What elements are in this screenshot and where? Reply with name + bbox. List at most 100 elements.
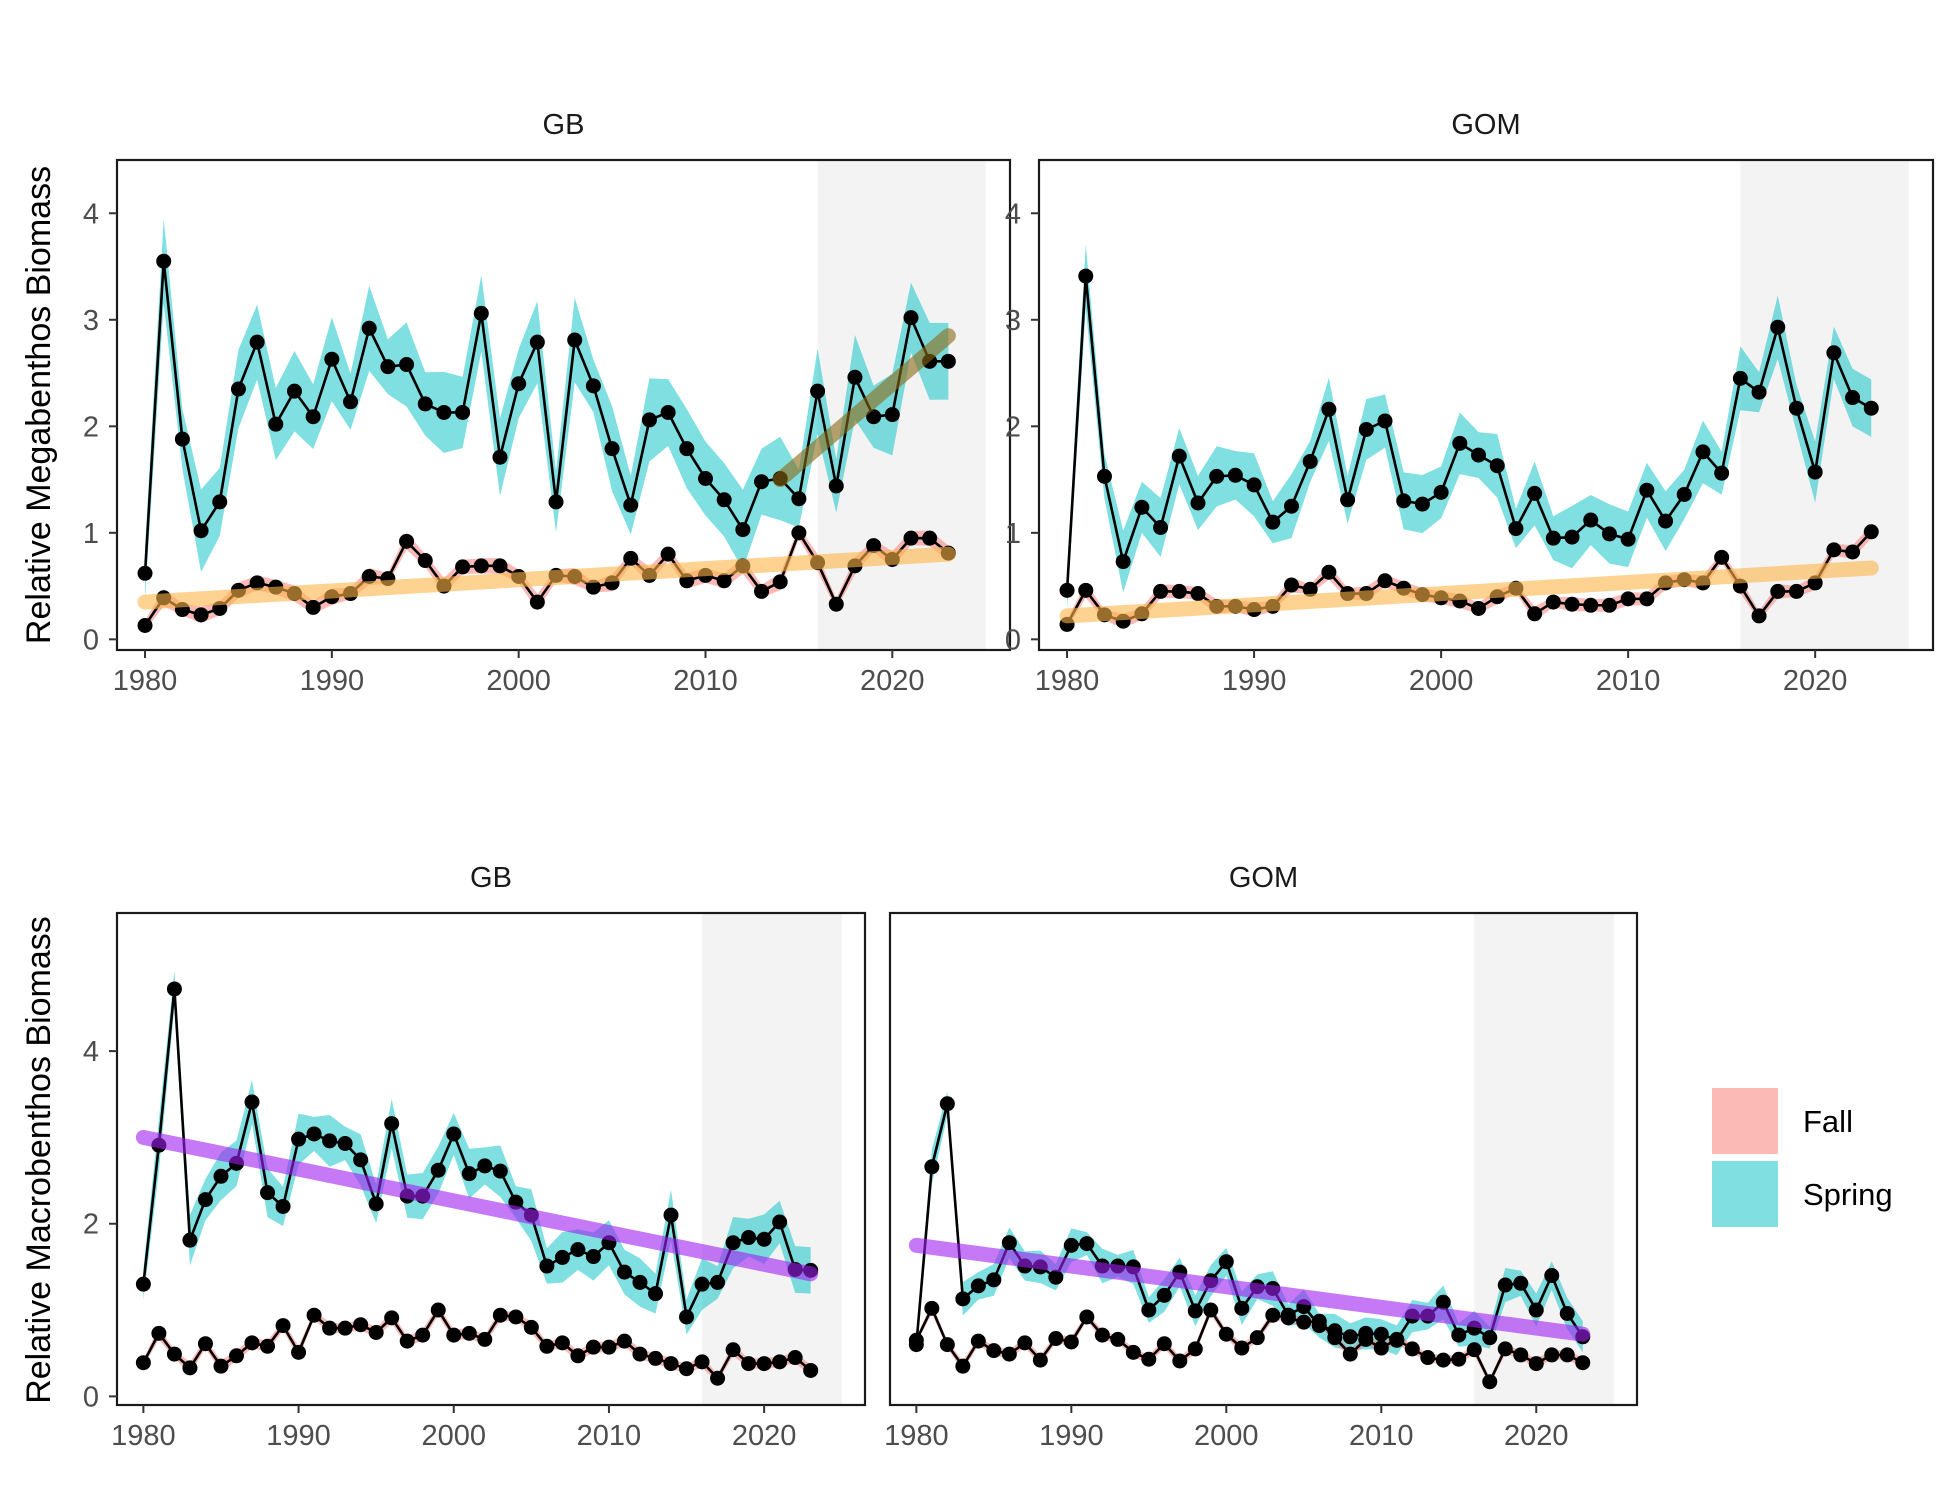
mega-gom-point-spring xyxy=(1545,530,1561,546)
mega-gom-point-spring xyxy=(1153,520,1169,535)
macro-gb-point-spring xyxy=(337,1135,353,1151)
mega-gb-point-fall xyxy=(399,533,415,549)
macro-gb-point-spring xyxy=(632,1274,648,1290)
mega-gb-y-tick-label: 1 xyxy=(83,518,99,550)
mega-gb-point-spring xyxy=(399,357,415,373)
macro-gom-point-fall xyxy=(1528,1356,1544,1372)
mega-gom-panel-border xyxy=(1037,158,1935,652)
mega-gb-point-spring xyxy=(884,407,900,423)
macro-gb-point-fall xyxy=(601,1339,617,1355)
mega-gom-point-spring xyxy=(1115,554,1131,570)
mega-gb-point-spring xyxy=(230,381,246,397)
mega-gb-y-tick-label: 0 xyxy=(83,624,99,656)
mega-gom-point-fall xyxy=(1714,549,1730,565)
mega-gb-point-fall xyxy=(417,553,433,569)
mega-gom-y-tick-label: 2 xyxy=(1005,411,1021,443)
macro-gom-point-spring xyxy=(955,1291,971,1307)
mega-gom-point-spring xyxy=(1527,485,1543,501)
macro-gb-point-fall xyxy=(585,1339,601,1355)
mega-gb-point-fall xyxy=(492,558,508,574)
mega-gom-point-spring xyxy=(1788,400,1804,416)
macro-gb-point-spring xyxy=(446,1126,462,1142)
macro-gb-point-fall xyxy=(756,1356,772,1372)
macro-gom-point-fall xyxy=(1032,1352,1048,1368)
macro-gb-point-fall xyxy=(384,1310,400,1326)
mega-gb-x-tick-label: 1980 xyxy=(113,665,178,697)
mega-gom-point-spring xyxy=(1489,458,1505,474)
mega-gom-point-fall xyxy=(1863,524,1879,540)
macro-gb-y-tick-label: 4 xyxy=(83,1036,99,1068)
macro-gom-point-fall xyxy=(1094,1327,1110,1343)
macro-gom-point-spring xyxy=(1001,1235,1017,1251)
macro-gb-point-spring xyxy=(166,981,182,997)
macro-gom-point-spring xyxy=(1063,1237,1079,1253)
macro-gom-point-spring xyxy=(1559,1306,1575,1322)
macro-gb-point-fall xyxy=(616,1333,632,1349)
macro-gb-point-spring xyxy=(244,1094,260,1110)
mega-gom-point-fall xyxy=(1807,575,1823,591)
mega-gb-point-fall xyxy=(866,538,882,554)
macro-gom-point-spring xyxy=(1482,1330,1498,1346)
mega-gb-point-fall xyxy=(455,559,471,575)
panel-megabenthos-gb: GB 1980 1990 2000 2010 2020 0 1 2 3 4 xyxy=(83,109,1012,697)
macro-gom-point-spring xyxy=(939,1096,955,1112)
macro-gb-point-spring xyxy=(492,1163,508,1179)
mega-gb-point-spring xyxy=(548,494,564,510)
mega-gom-point-spring xyxy=(1807,464,1823,480)
mega-gom-point-spring xyxy=(1433,484,1449,500)
mega-gom-y-tick-label: 3 xyxy=(1005,305,1021,337)
y-axis-title-megabenthos: Relative Megabenthos Biomass xyxy=(20,166,58,644)
mega-gom-point-fall xyxy=(1601,597,1617,613)
macro-gom-point-spring xyxy=(1497,1277,1513,1293)
mega-gom-point-spring xyxy=(1190,495,1206,511)
mega-gb-point-spring xyxy=(660,404,676,420)
mega-gom-point-spring xyxy=(1377,413,1393,429)
macro-gb-point-fall xyxy=(523,1319,539,1335)
mega-gom-point-spring xyxy=(1751,384,1767,400)
macro-gb-point-fall xyxy=(368,1324,384,1340)
mega-gom-point-spring xyxy=(1134,499,1150,515)
panel-macrobenthos-gom: GOM 1980 1990 2000 2010 2020 xyxy=(884,862,1639,1452)
macro-gom-point-fall xyxy=(1063,1334,1079,1350)
mega-gom-point-fall xyxy=(1527,606,1543,622)
macro-gb-point-fall xyxy=(151,1325,167,1341)
macro-gom-point-fall xyxy=(939,1337,955,1353)
mega-gom-point-spring xyxy=(1171,448,1187,464)
mega-gom-point-spring xyxy=(1863,400,1879,416)
macro-gom-strip-title: GOM xyxy=(1229,862,1298,894)
y-axis-title-macrobenthos: Relative Macrobenthos Biomass xyxy=(20,916,58,1404)
macro-gb-point-fall xyxy=(244,1335,260,1351)
macro-gb-point-fall xyxy=(647,1350,663,1366)
macro-gb-x-tick-label: 2020 xyxy=(732,1420,797,1452)
macro-gom-point-fall xyxy=(1141,1351,1157,1367)
mega-gb-point-spring xyxy=(940,353,956,369)
mega-gom-point-fall xyxy=(1283,577,1299,593)
macro-gb-point-fall xyxy=(291,1344,307,1360)
mega-gb-point-spring xyxy=(324,351,340,367)
mega-gom-x-tick-label: 1980 xyxy=(1035,665,1100,697)
mega-gom-point-spring xyxy=(1340,492,1356,508)
macro-gb-point-fall xyxy=(213,1358,229,1374)
mega-gom-point-spring xyxy=(1302,453,1318,469)
macro-gom-point-fall xyxy=(970,1333,986,1349)
macro-gb-point-fall xyxy=(353,1317,369,1333)
macro-gom-point-fall xyxy=(1466,1342,1482,1358)
mega-gom-point-fall xyxy=(1845,544,1861,560)
mega-gom-x-tick-label: 2020 xyxy=(1783,665,1848,697)
macro-gom-point-fall xyxy=(1435,1352,1451,1368)
macro-gom-point-spring xyxy=(1342,1329,1358,1345)
macro-gb-point-spring xyxy=(756,1231,772,1247)
mega-gom-x-tick-label: 2000 xyxy=(1409,665,1474,697)
macro-gb-point-fall xyxy=(322,1320,338,1336)
macro-gb-panel-border xyxy=(115,911,867,1407)
macro-gb-point-fall xyxy=(306,1307,322,1323)
mega-gb-x-tick-label: 2000 xyxy=(486,665,551,697)
macro-gom-point-spring xyxy=(1187,1303,1203,1319)
mega-gom-point-spring xyxy=(1471,447,1487,463)
macro-gom-point-spring xyxy=(986,1272,1002,1288)
macro-gb-point-fall xyxy=(166,1346,182,1362)
macro-gb-point-fall xyxy=(399,1333,415,1349)
mega-gb-trend-line-fall xyxy=(137,546,956,610)
mega-gom-point-spring xyxy=(1358,422,1374,437)
macro-gom-point-fall xyxy=(1559,1347,1575,1363)
